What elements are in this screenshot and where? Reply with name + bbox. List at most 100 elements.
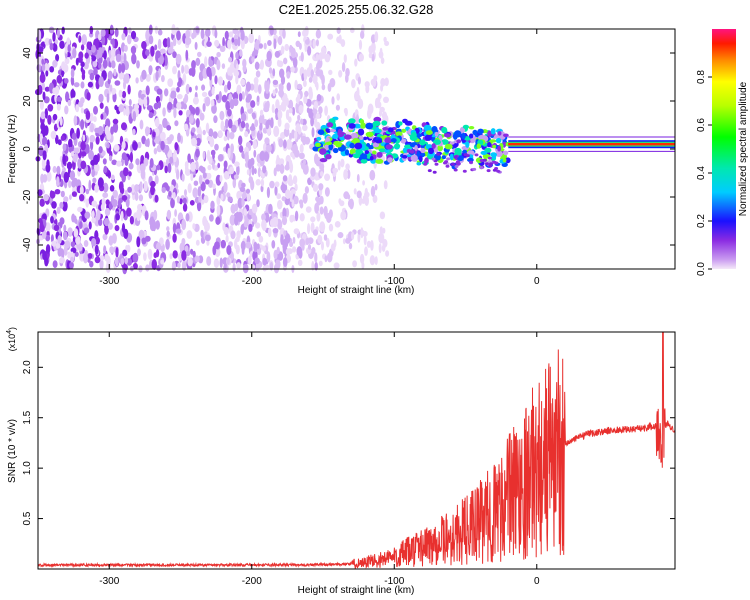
- spectrogram-noise-blob: [148, 24, 153, 35]
- spectrogram-noise-blob: [265, 144, 272, 153]
- spectrogram-streak: [456, 160, 460, 164]
- spectrogram-noise-blob: [111, 159, 117, 166]
- spectrogram-noise-blob: [138, 194, 144, 202]
- spectrogram-noise-blob: [302, 124, 308, 131]
- spectrogram-noise-blob: [283, 230, 287, 236]
- spectrogram-noise-blob: [242, 58, 247, 68]
- spectrogram-noise-blob: [243, 220, 248, 228]
- spectrogram-noise-blob: [117, 198, 122, 209]
- spectrogram-noise-blob: [370, 240, 374, 251]
- spectrogram-noise-blob: [281, 215, 288, 226]
- spectrogram-noise-blob: [130, 184, 136, 193]
- spectrogram-streak: [479, 166, 484, 170]
- spectrogram-noise-blob: [220, 120, 225, 131]
- spectrogram-noise-blob: [132, 110, 137, 122]
- spectrogram-noise-blob: [356, 190, 362, 199]
- spectrogram-noise-blob: [220, 193, 224, 201]
- spectrogram-noise-blob: [266, 251, 271, 263]
- spectrogram-noise-blob: [237, 36, 241, 47]
- spectrogram-noise-blob: [99, 258, 104, 270]
- spectrogram-noise-blob: [364, 191, 370, 198]
- spectrogram-noise-blob: [174, 209, 178, 217]
- spectrogram-streak: [488, 164, 493, 168]
- spectrogram-noise-blob: [94, 163, 100, 172]
- spectrogram-noise-blob: [185, 83, 190, 95]
- spectrogram-noise-blob: [203, 195, 209, 204]
- spectrogram-noise-blob: [283, 139, 287, 149]
- spectrogram-noise-blob: [103, 245, 107, 255]
- spectrogram-noise-blob: [255, 179, 261, 186]
- spectrogram-noise-blob: [237, 211, 243, 223]
- spectrogram-noise-blob: [127, 34, 132, 45]
- spectrogram-noise-blob: [324, 173, 331, 181]
- spectrogram-noise-blob: [195, 26, 200, 34]
- spectrogram-noise-blob: [336, 93, 341, 101]
- spectrogram-x-tick-label: -200: [242, 276, 262, 287]
- spectrogram-noise-blob: [201, 84, 206, 91]
- spectrogram-noise-blob: [102, 233, 108, 241]
- spectrogram-noise-blob: [303, 95, 308, 104]
- spectrogram-noise-blob: [253, 82, 259, 93]
- spectrogram-noise-blob: [229, 65, 233, 77]
- spectrogram-noise-blob: [71, 132, 77, 140]
- spectrogram-noise-blob: [305, 206, 312, 213]
- spectrogram-noise-blob: [304, 90, 309, 97]
- spectrogram-signal-blob: [357, 128, 365, 136]
- spectrogram-signal-blob: [361, 153, 368, 160]
- spectrogram-noise-blob: [357, 232, 361, 243]
- spectrogram-noise-blob: [372, 195, 378, 203]
- spectrogram-signal-blob: [325, 137, 331, 142]
- spectrogram-signal-blob: [349, 142, 355, 149]
- spectrogram-noise-blob: [144, 235, 151, 242]
- spectrogram-noise-blob: [73, 215, 77, 224]
- spectrogram-noise-blob: [52, 87, 57, 95]
- spectrogram-noise-blob: [351, 231, 355, 240]
- spectrogram-noise-blob: [90, 139, 94, 151]
- spectrogram-signal-blob: [376, 151, 383, 158]
- spectrogram-noise-blob: [229, 166, 235, 175]
- spectrogram-noise-blob: [91, 55, 97, 62]
- spectrogram-noise-blob: [67, 44, 71, 53]
- spectrogram-noise-blob: [79, 185, 84, 196]
- spectrogram-noise-blob: [280, 234, 284, 246]
- spectrogram-noise-blob: [292, 57, 298, 68]
- spectrogram-noise-blob: [240, 120, 246, 129]
- spectrogram-noise-blob: [248, 33, 254, 44]
- spectrogram-noise-blob: [286, 139, 292, 150]
- spectrogram-noise-blob: [145, 85, 150, 96]
- spectrogram-noise-blob: [46, 159, 50, 169]
- snr-panel: -300 -200 -100 0 0.5 1.0 1.5 2.0 Height of str…: [6, 327, 676, 596]
- spectrogram-noise-blob: [100, 203, 105, 211]
- spectrogram-noise-blob: [240, 78, 246, 86]
- spectrogram-signal-blob: [465, 141, 470, 148]
- spectrogram-signal-blob: [373, 128, 382, 134]
- spectrogram-noise-blob: [227, 196, 233, 203]
- spectrogram-noise-blob: [62, 153, 66, 165]
- spectrogram-signal-blob: [487, 141, 492, 148]
- spectrogram-noise-blob: [364, 81, 370, 88]
- spectrogram-noise-blob: [337, 232, 344, 239]
- spectrogram-noise-blob: [281, 196, 286, 202]
- spectrogram-noise-blob: [345, 237, 351, 244]
- spectrogram-noise-blob: [235, 74, 239, 85]
- spectrogram-noise-blob: [175, 228, 182, 234]
- spectrogram-noise-blob: [294, 195, 298, 202]
- spectrogram-noise-blob: [172, 233, 177, 243]
- spectrogram-noise-blob: [254, 119, 259, 128]
- spectrogram-noise-blob: [83, 253, 88, 264]
- spectrogram-noise-blob: [43, 194, 49, 202]
- spectrogram-signal-blob: [372, 142, 380, 148]
- spectrogram-noise-blob: [102, 192, 109, 199]
- spectrogram-noise-blob: [288, 116, 292, 123]
- spectrogram-noise-blob: [297, 259, 303, 266]
- spectrogram-signal-blob: [424, 134, 432, 141]
- snr-frame: [37, 331, 676, 570]
- spectrogram-noise-blob: [174, 142, 179, 151]
- spectrogram-noise-blob: [184, 161, 189, 169]
- spectrogram-noise-blob: [102, 158, 107, 165]
- spectrogram-signal-blob: [495, 150, 503, 157]
- spectrogram-noise-blob: [107, 222, 113, 230]
- spectrogram-noise-blob: [276, 193, 282, 200]
- spectrogram-signal-blob: [360, 122, 366, 129]
- spectrogram-noise-blob: [310, 222, 315, 234]
